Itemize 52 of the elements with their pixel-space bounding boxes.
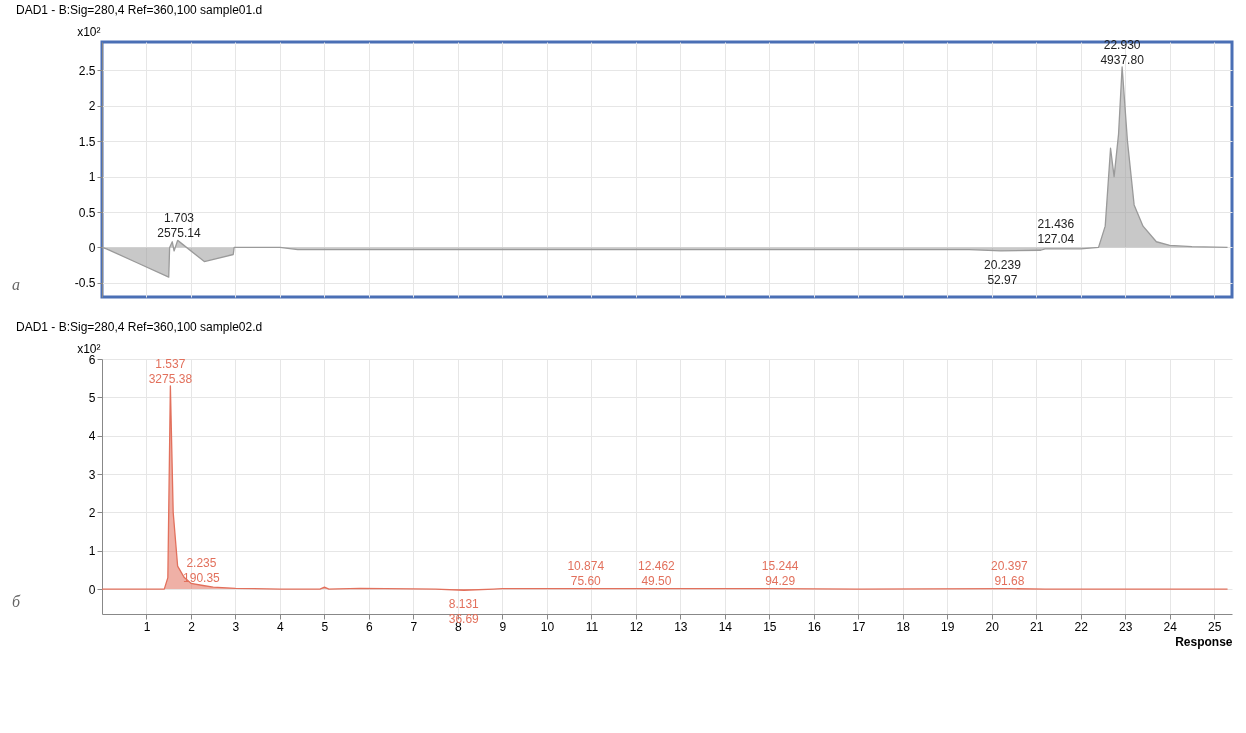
y-tick-label: 0.5	[78, 205, 96, 220]
annotation: 20.397 91.68	[991, 559, 1029, 589]
annotation: 12.462 49.50	[638, 559, 676, 589]
y-tick-label: 1	[88, 170, 96, 185]
x-tick-label: 5	[321, 619, 329, 634]
annotation: 15.244 94.29	[761, 559, 799, 589]
y-tick-label: 0	[88, 240, 96, 255]
text: б	[12, 593, 21, 610]
x-tick-label: 25	[1208, 619, 1222, 634]
x-tick-label: 23	[1119, 619, 1133, 634]
x-tick-label: 2	[188, 619, 196, 634]
annotation: 1.537 3275.38	[148, 356, 193, 386]
y-axis-title: x10²	[77, 24, 101, 39]
y-tick-label: 5	[88, 390, 96, 405]
x-tick-label: 3	[232, 619, 240, 634]
x-tick-label: 21	[1030, 619, 1044, 634]
x-tick-label: 11	[585, 619, 599, 634]
chart-title: DAD1 - B:Sig=280,4 Ref=360,100 sample02.d	[16, 320, 263, 334]
x-tick-label: 7	[410, 619, 418, 634]
x-tick-label: 10	[540, 619, 555, 634]
x-tick-label: 24	[1163, 619, 1178, 634]
y-tick-label: 4	[88, 429, 96, 444]
annotation: 1.703 2575.14	[157, 211, 201, 241]
y-tick-label: 2	[88, 505, 96, 520]
x-tick-label: 12	[629, 619, 644, 634]
x-tick-label: 9	[499, 619, 507, 634]
annotation: 20.239 52.97	[984, 257, 1022, 287]
y-tick-label: 0	[88, 582, 96, 597]
x-tick-label: 22	[1074, 619, 1089, 634]
y-tick-label: 1.5	[78, 134, 96, 149]
annotation: 21.436 127.04	[1037, 217, 1075, 246]
x-tick-label: 13	[674, 619, 688, 634]
x-tick-label: 4	[277, 619, 285, 634]
x-tick-label: 20	[985, 619, 1000, 634]
x-axis-title: Response	[1175, 634, 1233, 649]
x-tick-label: 19	[941, 619, 955, 634]
x-tick-label: 1	[143, 619, 151, 634]
y-tick-label: 1	[88, 544, 96, 559]
x-tick-label: 6	[366, 619, 374, 634]
annotation: 10.874 75.60	[567, 559, 605, 589]
y-tick-label: 2	[88, 99, 96, 114]
y-tick-label: 2.5	[78, 63, 96, 78]
annotation: 2.235 190.35	[183, 556, 221, 586]
chart-title: DAD1 - B:Sig=280,4 Ref=360,100 sample01.d	[16, 3, 263, 17]
y-tick-label: 3	[88, 467, 96, 482]
x-tick-label: 17	[852, 619, 866, 634]
x-tick-label: 18	[896, 619, 911, 634]
text: а	[12, 276, 20, 293]
x-tick-label: 14	[718, 619, 733, 634]
x-tick-label: 16	[807, 619, 822, 634]
x-tick-label: 15	[763, 619, 777, 634]
y-tick-label: -0.5	[74, 276, 96, 291]
